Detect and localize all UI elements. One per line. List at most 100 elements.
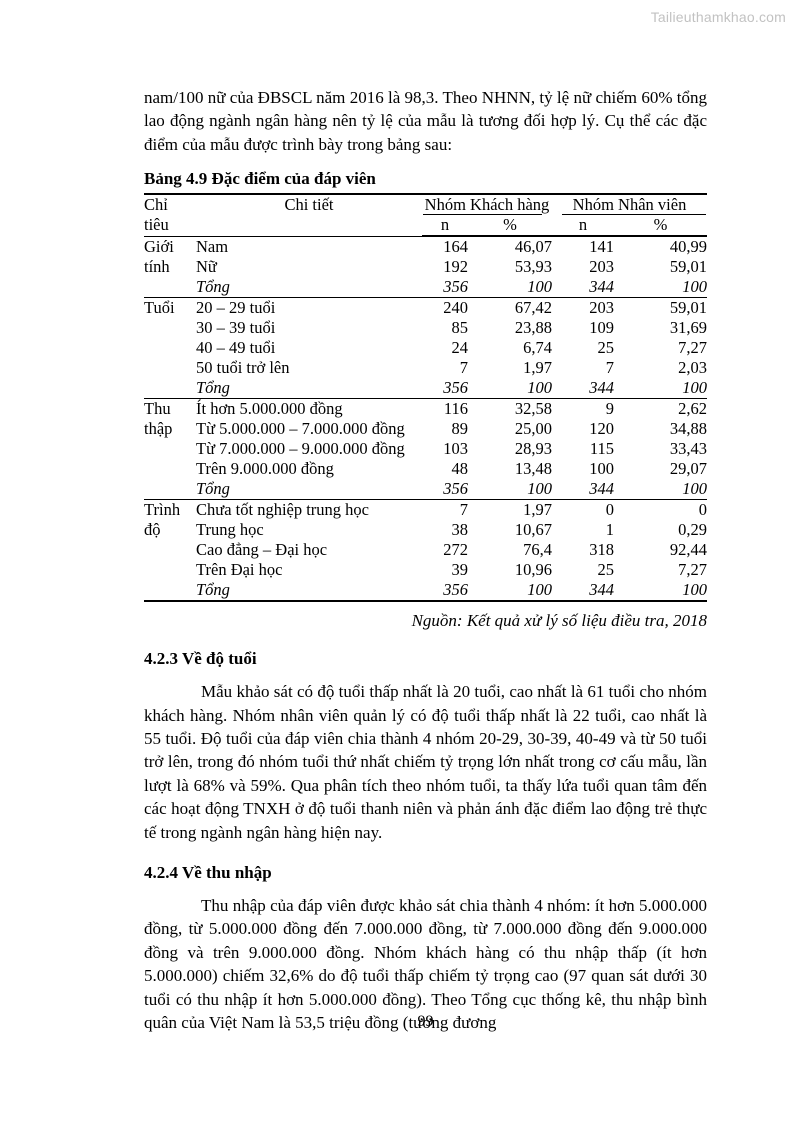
detail-cell: 50 tuổi trở lên <box>196 358 290 378</box>
respondent-characteristics-table: Chỉ tiêu Chi tiết Nhóm Khách hàng Nhóm N… <box>144 193 707 603</box>
table-row: Từ 5.000.000 – 7.000.000 đồng 89 25,00 120 3… <box>144 419 707 439</box>
header-criteria: Chỉ tiêu <box>144 195 169 235</box>
value-cell: 31,69 <box>669 318 707 338</box>
table-row: 50 tuổi trở lên 7 1,97 7 2,03 <box>144 358 707 378</box>
value-cell: 38 <box>451 520 469 540</box>
value-cell: 100 <box>682 479 707 499</box>
table-row: Tổng 356 100 344 100 <box>144 277 707 298</box>
table-body: Giới tính Nam 164 46,07 141 40,99 Nữ 192 53,93 20… <box>144 235 707 602</box>
table-row: 40 – 49 tuổi 24 6,74 25 7,27 <box>144 338 707 358</box>
header-pct-customer: % <box>468 215 552 238</box>
value-cell: 34,88 <box>669 419 707 439</box>
detail-cell: Chưa tốt nghiệp trung học <box>196 499 422 521</box>
value-cell: 29,07 <box>669 459 707 479</box>
intro-paragraph: nam/100 nữ của ĐBSCL năm 2016 là 98,3. T… <box>144 88 707 154</box>
value-cell: 272 <box>443 540 468 560</box>
section-heading-423: 4.2.3 Về độ tuổi <box>144 649 257 669</box>
value-cell: 141 <box>552 235 614 258</box>
detail-cell: Tổng <box>196 378 230 398</box>
table-row: Trung học 38 10,67 1 0,29 <box>144 520 707 540</box>
value-cell: 1,97 <box>523 358 552 378</box>
header-detail: Chi tiết <box>284 195 334 215</box>
value-cell: 25 <box>597 560 615 580</box>
value-cell: 356 <box>443 378 468 398</box>
detail-cell: Từ 7.000.000 – 9.000.000 đồng <box>196 439 405 459</box>
value-cell: 0,29 <box>678 520 707 540</box>
detail-cell: Tổng <box>196 277 230 297</box>
header-employee-group: Nhóm Nhân viên <box>552 194 707 215</box>
value-cell: 356 <box>443 479 468 499</box>
value-cell: 28,93 <box>514 439 552 459</box>
table-row: 30 – 39 tuổi 85 23,88 109 31,69 <box>144 318 707 338</box>
value-cell: 100 <box>527 479 552 499</box>
detail-cell: 20 – 29 tuổi <box>196 297 422 319</box>
value-cell: 344 <box>589 277 614 297</box>
value-cell: 6,74 <box>523 338 552 358</box>
value-cell: 59,01 <box>669 257 707 277</box>
value-cell: 48 <box>451 459 469 479</box>
detail-cell: 30 – 39 tuổi <box>196 318 276 338</box>
value-cell: 344 <box>589 580 614 600</box>
detail-cell: Trên Đại học <box>196 560 283 580</box>
table-row: Tổng 356 100 344 100 <box>144 479 707 500</box>
value-cell: 39 <box>451 560 469 580</box>
table-row: Cao đẳng – Đại học 272 76,4 318 92,44 <box>144 540 707 560</box>
value-cell: 7 <box>422 499 468 521</box>
table-row: Tổng 356 100 344 100 <box>144 378 707 399</box>
detail-cell: Tổng <box>196 580 230 600</box>
value-cell: 100 <box>527 277 552 297</box>
group-label: Thu thập <box>144 398 196 500</box>
detail-cell: Nam <box>196 235 422 258</box>
value-cell: 67,42 <box>468 297 552 319</box>
detail-cell: Nữ <box>196 257 217 277</box>
group-label: Tuổi <box>144 297 196 399</box>
value-cell: 1,97 <box>468 499 552 521</box>
value-cell: 100 <box>527 580 552 600</box>
table-row: Giới tính Nam 164 46,07 141 40,99 <box>144 235 707 298</box>
value-cell: 318 <box>589 540 614 560</box>
value-cell: 1 <box>605 520 614 540</box>
value-cell: 92,44 <box>669 540 707 560</box>
value-cell: 76,4 <box>523 540 552 560</box>
value-cell: 0 <box>614 499 707 521</box>
group-label: Giới tính <box>144 235 196 298</box>
value-cell: 115 <box>589 439 614 459</box>
value-cell: 100 <box>682 378 707 398</box>
value-cell: 100 <box>589 459 614 479</box>
value-cell: 9 <box>552 398 614 420</box>
value-cell: 2,62 <box>614 398 707 420</box>
watermark: Tailieuthamkhao.com <box>650 9 786 25</box>
value-cell: 192 <box>443 257 468 277</box>
value-cell: 40,99 <box>614 235 707 258</box>
header-pct-employee: % <box>614 215 707 238</box>
value-cell: 356 <box>443 277 468 297</box>
value-cell: 100 <box>527 378 552 398</box>
page-number: 99 <box>417 1013 434 1030</box>
table-row: Tuổi 20 – 29 tuổi 240 67,42 203 59,01 <box>144 297 707 399</box>
value-cell: 0 <box>552 499 614 521</box>
table-header: Chỉ tiêu Chi tiết Nhóm Khách hàng Nhóm N… <box>144 194 707 238</box>
value-cell: 344 <box>589 479 614 499</box>
detail-cell: 40 – 49 tuổi <box>196 338 276 358</box>
value-cell: 109 <box>589 318 614 338</box>
value-cell: 7 <box>605 358 614 378</box>
table-row: Trên 9.000.000 đồng 48 13,48 100 29,07 <box>144 459 707 479</box>
value-cell: 25,00 <box>514 419 552 439</box>
header-n-employee: n <box>552 215 614 238</box>
value-cell: 240 <box>422 297 468 319</box>
header-n-customer: n <box>422 215 468 238</box>
table-caption: Bảng 4.9 Đặc điểm của đáp viên <box>144 169 376 189</box>
value-cell: 32,58 <box>468 398 552 420</box>
detail-cell: Ít hơn 5.000.000 đồng <box>196 398 422 420</box>
value-cell: 120 <box>589 419 614 439</box>
value-cell: 13,48 <box>514 459 552 479</box>
detail-cell: Trên 9.000.000 đồng <box>196 459 334 479</box>
value-cell: 59,01 <box>614 297 707 319</box>
value-cell: 203 <box>552 297 614 319</box>
value-cell: 7,27 <box>678 338 707 358</box>
table-source: Nguồn: Kết quả xử lý số liệu điều tra, 2… <box>411 611 707 631</box>
value-cell: 46,07 <box>468 235 552 258</box>
value-cell: 53,93 <box>514 257 552 277</box>
group-label: Trình độ <box>144 499 196 602</box>
value-cell: 85 <box>451 318 469 338</box>
